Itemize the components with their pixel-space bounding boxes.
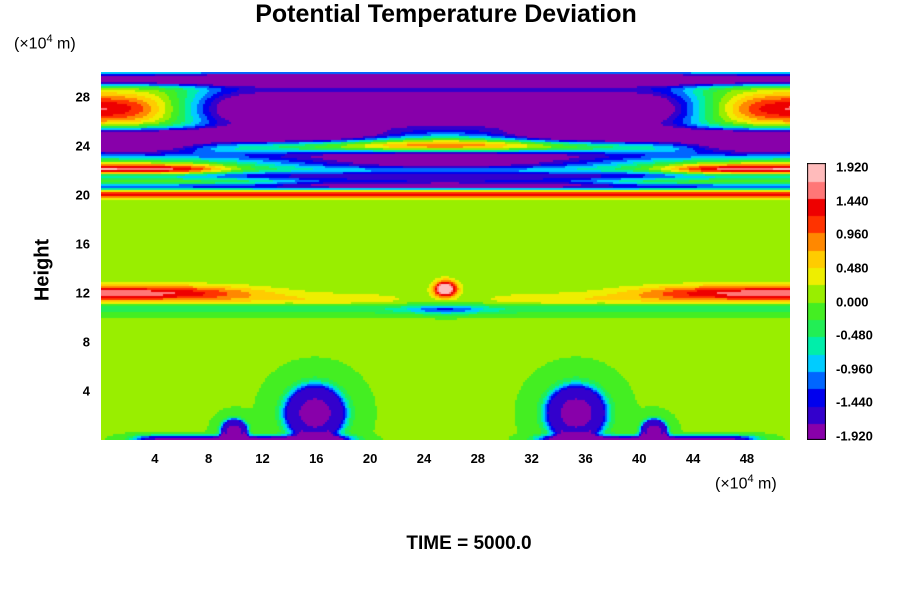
colorbar-tick-label: -0.480 <box>836 327 873 343</box>
x-tick-label: 12 <box>255 451 270 466</box>
x-tick-label: 20 <box>362 451 378 466</box>
heatmap-plot <box>101 72 790 440</box>
colorbar <box>807 163 826 440</box>
x-tick-label: 40 <box>632 451 647 466</box>
y-tick-label: 16 <box>75 236 90 252</box>
x-tick-label: 32 <box>524 451 539 466</box>
colorbar-tick-label: -1.440 <box>836 394 873 410</box>
y-tick-label: 28 <box>75 89 90 105</box>
colorbar-tick-label: 0.000 <box>836 294 869 309</box>
colorbar-tick-label: 0.480 <box>836 260 869 276</box>
x-tick-label: 36 <box>578 451 593 466</box>
colorbar-tick-label: -1.920 <box>836 428 873 444</box>
colorbar-tick-label: 1.440 <box>836 193 869 209</box>
x-tick-label: 4 <box>151 451 159 466</box>
colorbar-tick-label: 1.920 <box>836 159 869 175</box>
colorbar-tick-label: 0.960 <box>836 226 869 242</box>
x-tick-label: 16 <box>309 451 324 466</box>
x-tick-label: 44 <box>685 451 701 466</box>
x-tick-label: 48 <box>739 451 755 466</box>
x-tick-label: 8 <box>205 451 213 466</box>
y-tick-label: 4 <box>82 383 90 399</box>
y-tick-label: 12 <box>75 285 90 301</box>
y-axis-unit: (×104 m) <box>14 33 76 53</box>
time-label: TIME = 5000.0 <box>406 533 532 554</box>
colorbar-tick-label: -0.960 <box>836 361 873 377</box>
y-tick-label: 24 <box>75 138 90 154</box>
chart-title: Potential Temperature Deviation <box>255 0 637 28</box>
x-axis-unit: (×104 m) <box>715 473 777 493</box>
x-tick-label: 24 <box>416 451 432 466</box>
y-tick-label: 8 <box>82 334 90 350</box>
y-tick-label: 20 <box>75 187 90 203</box>
y-axis-label: Height <box>31 238 54 302</box>
x-tick-label: 28 <box>470 451 486 466</box>
